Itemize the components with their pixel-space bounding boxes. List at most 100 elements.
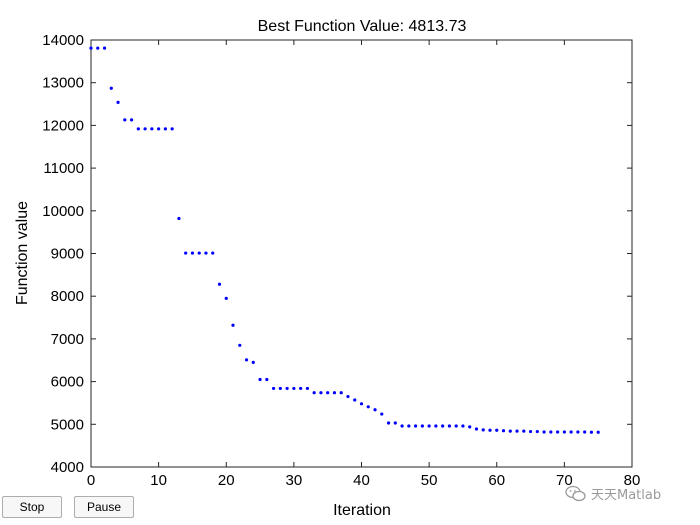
y-axis-label: Function value bbox=[14, 201, 31, 305]
data-point bbox=[488, 428, 492, 432]
data-point bbox=[366, 405, 370, 409]
data-point bbox=[190, 251, 195, 255]
data-point bbox=[386, 421, 391, 425]
data-point bbox=[420, 424, 424, 428]
x-axis: 0 10 20 30 40 50 60 70 80 bbox=[87, 40, 641, 489]
data-point bbox=[292, 386, 296, 391]
data-point bbox=[346, 394, 350, 399]
y-tick-label: 11000 bbox=[43, 160, 84, 177]
data-point bbox=[271, 386, 276, 391]
data-point bbox=[447, 424, 452, 428]
data-point bbox=[123, 118, 127, 122]
data-point bbox=[285, 386, 289, 391]
data-point bbox=[407, 424, 411, 428]
data-point bbox=[217, 282, 222, 286]
data-point bbox=[136, 127, 140, 131]
data-point bbox=[163, 127, 167, 131]
data-point bbox=[332, 391, 337, 395]
data-point bbox=[373, 408, 377, 412]
data-point bbox=[522, 429, 526, 433]
x-tick-label: 80 bbox=[624, 472, 641, 489]
data-point bbox=[501, 429, 506, 433]
data-point bbox=[569, 430, 573, 434]
data-point bbox=[427, 424, 431, 428]
y-tick-label: 4000 bbox=[51, 459, 84, 476]
data-point bbox=[576, 430, 580, 434]
data-point bbox=[129, 118, 134, 122]
data-point bbox=[150, 127, 154, 131]
data-point bbox=[535, 429, 539, 434]
watermark: 天天Matlab bbox=[565, 484, 661, 503]
data-point bbox=[197, 251, 201, 255]
data-point bbox=[96, 46, 100, 50]
data-point bbox=[116, 100, 120, 104]
data-point bbox=[251, 360, 255, 364]
data-point bbox=[339, 391, 343, 395]
data-point bbox=[562, 430, 566, 434]
chart-title: Best Function Value: 4813.73 bbox=[258, 18, 467, 35]
y-tick-label: 8000 bbox=[51, 288, 84, 305]
y-tick-label: 10000 bbox=[42, 203, 84, 220]
data-point bbox=[359, 402, 364, 406]
y-tick-label: 12000 bbox=[42, 117, 84, 134]
x-tick-label: 70 bbox=[556, 472, 573, 489]
data-point bbox=[157, 127, 161, 131]
data-point bbox=[143, 127, 147, 131]
data-point bbox=[515, 429, 519, 433]
data-point bbox=[305, 386, 309, 391]
y-tick-label: 5000 bbox=[51, 416, 84, 433]
data-point bbox=[244, 358, 249, 362]
data-point bbox=[238, 343, 242, 347]
data-point bbox=[596, 430, 600, 434]
wechat-icon bbox=[565, 485, 586, 501]
data-point bbox=[177, 216, 181, 221]
data-point bbox=[441, 424, 445, 428]
data-point bbox=[461, 424, 465, 428]
x-tick-label: 10 bbox=[150, 472, 167, 489]
data-point bbox=[481, 428, 485, 432]
stop-button[interactable]: Stop bbox=[2, 496, 62, 518]
data-point bbox=[265, 377, 269, 382]
x-tick-label: 40 bbox=[353, 472, 370, 489]
data-point bbox=[89, 46, 93, 50]
data-point bbox=[393, 421, 397, 425]
data-point bbox=[589, 430, 594, 434]
data-point bbox=[170, 127, 174, 131]
y-axis: 4000 5000 6000 7000 8000 9000 10000 11000 12000 1… bbox=[42, 32, 632, 476]
y-tick-label: 13000 bbox=[42, 75, 84, 92]
data-point bbox=[204, 251, 208, 255]
data-point bbox=[468, 425, 472, 429]
pause-button[interactable]: Pause bbox=[74, 496, 134, 518]
y-tick-label: 6000 bbox=[51, 374, 84, 391]
data-series bbox=[89, 46, 600, 434]
data-point bbox=[434, 424, 438, 428]
data-point bbox=[542, 430, 546, 434]
data-point bbox=[326, 391, 330, 395]
data-point bbox=[224, 296, 228, 300]
data-point bbox=[508, 429, 512, 433]
y-tick-label: 7000 bbox=[51, 331, 84, 348]
x-tick-label: 30 bbox=[286, 472, 303, 489]
x-axis-label: Iteration bbox=[333, 502, 391, 519]
data-point bbox=[211, 251, 215, 255]
data-point bbox=[278, 386, 282, 391]
data-point bbox=[102, 46, 107, 50]
data-point bbox=[549, 430, 553, 434]
x-tick-label: 50 bbox=[421, 472, 438, 489]
data-point bbox=[454, 424, 458, 428]
data-point bbox=[353, 398, 357, 402]
data-point bbox=[312, 391, 316, 395]
data-point bbox=[231, 323, 235, 327]
data-point bbox=[474, 427, 479, 431]
watermark-text: 天天Matlab bbox=[591, 488, 662, 503]
data-point bbox=[109, 86, 113, 90]
data-point bbox=[400, 424, 404, 428]
data-point bbox=[495, 428, 499, 432]
data-point bbox=[299, 386, 303, 391]
x-tick-label: 0 bbox=[87, 472, 95, 489]
data-point bbox=[258, 377, 262, 382]
plot-area bbox=[90, 39, 633, 468]
y-tick-label: 14000 bbox=[42, 32, 84, 49]
data-point bbox=[556, 430, 560, 434]
